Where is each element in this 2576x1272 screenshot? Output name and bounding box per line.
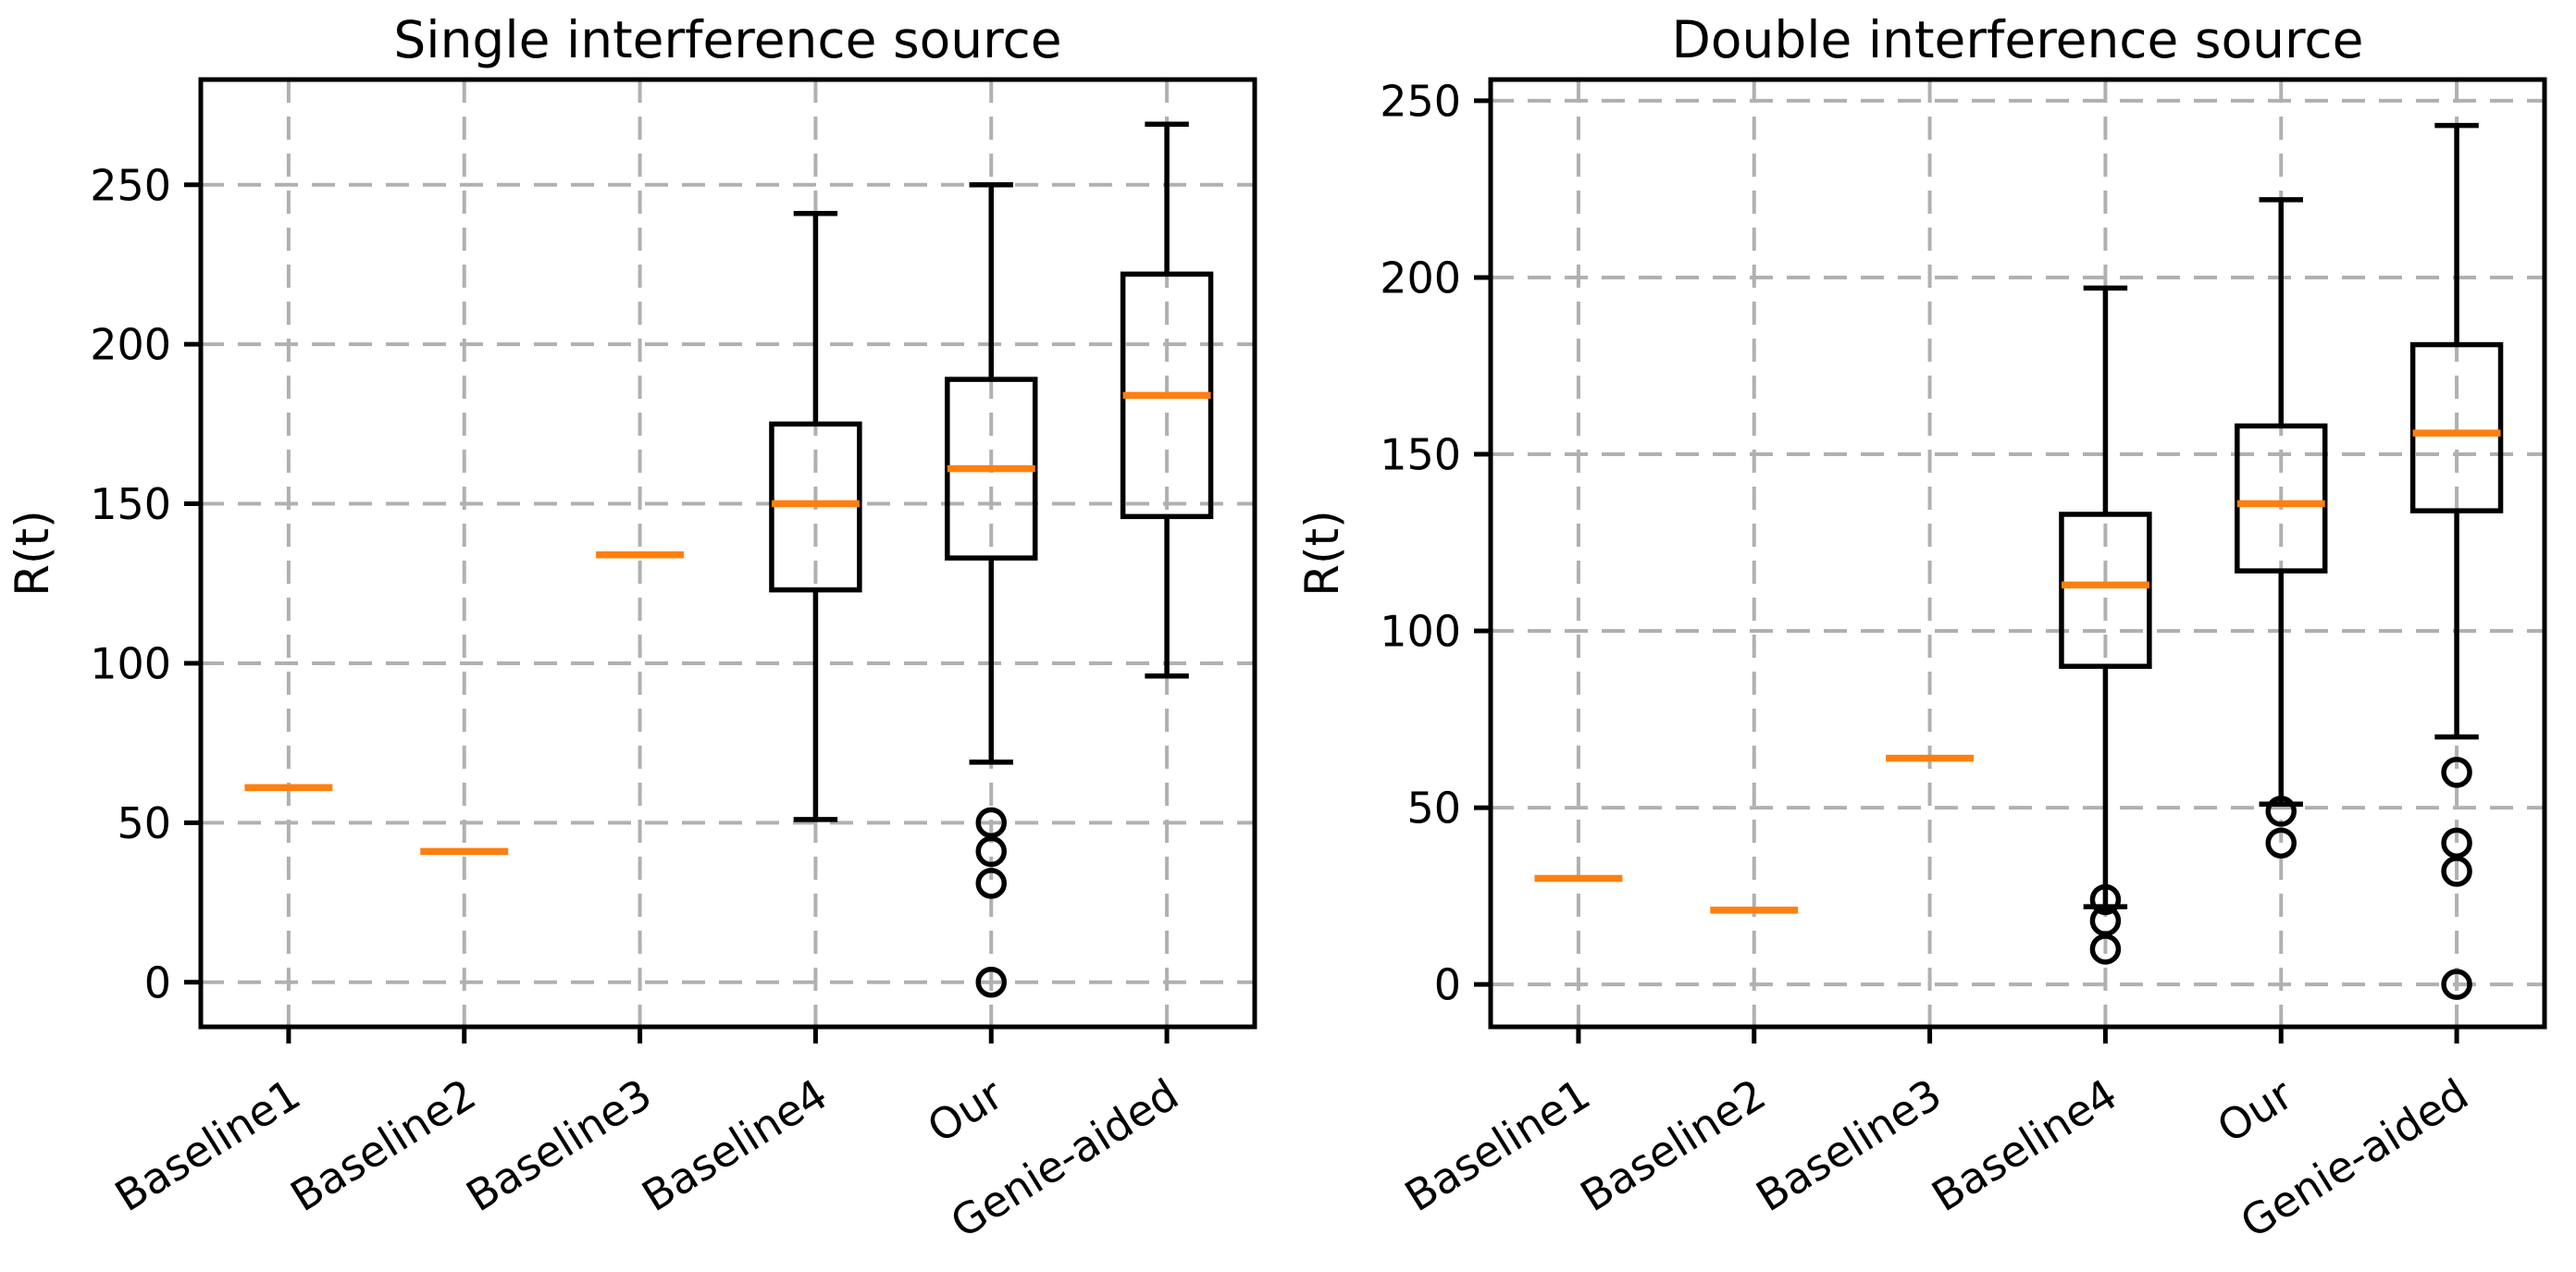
panel-title: Single interference source [393,10,1061,69]
outlier-point [975,868,1007,899]
iqr-box [2409,341,2504,513]
y-axis-label: R(t) [6,510,59,596]
outlier-point [975,807,1007,839]
y-tick-label: 100 [90,639,171,689]
iqr-box [2235,423,2328,574]
boxplot-baseline4 [769,211,862,822]
outlier-point [2441,856,2472,887]
iqr-box [2059,512,2152,670]
x-tick-label: Baseline1 [106,1069,309,1222]
panel-double-interference: 050100150200250Baseline1Baseline2Baselin… [1295,10,2547,1248]
outlier-point [2089,883,2122,916]
y-tick-label: 100 [1380,607,1461,657]
y-tick-label: 250 [1380,76,1461,126]
y-tick-label: 50 [1406,784,1461,834]
y-axis: 0 50 100 150 200 250 [90,160,201,1007]
x-tick-label: Baseline3 [458,1069,661,1222]
x-tick-label: Our [919,1068,1011,1152]
panel-single-interference: 050100150200250Baseline1Baseline2Baselin… [6,10,1257,1248]
y-tick-label: 150 [1380,430,1461,480]
boxplot-genie-aided [2409,122,2504,1000]
boxplot-our [2235,197,2328,859]
y-tick-label: 200 [1380,253,1461,303]
y-tick-label: 0 [1434,960,1461,1010]
outlier-point [975,835,1007,868]
gridlines [1491,80,2545,1027]
outlier-point [2441,969,2472,1000]
boxplot-baseline4 [2059,285,2152,965]
axes-frame [198,77,1257,1030]
y-tick-label: 50 [117,798,171,848]
y-tick-label: 0 [144,957,171,1007]
outlier-point [2441,757,2472,788]
x-tick-label: Baseline3 [1748,1069,1951,1222]
x-tick-label: Baseline2 [282,1069,485,1222]
y-tick-label: 150 [90,479,171,529]
boxes-group [244,121,1214,998]
outlier-point [975,966,1007,998]
y-tick-label: 250 [90,160,171,210]
gridlines [201,80,1255,1027]
outlier-point [2089,933,2122,965]
y-axis: 0 50 100 150 200 250 [1380,76,1491,1010]
outlier-point [2265,827,2297,859]
x-tick-label: Baseline4 [633,1069,836,1222]
boxes-group [1534,122,2504,1000]
boxplot-genie-aided [1120,121,1214,679]
x-tick-label: Baseline4 [1923,1069,2125,1222]
axes-frame [1488,77,2547,1030]
x-tick-label: Baseline2 [1572,1069,1775,1222]
x-tick-label: Our [2209,1068,2301,1152]
y-axis-label: R(t) [1295,510,1349,596]
panel-title: Double interference source [1671,10,2363,69]
boxplot-our [945,182,1038,998]
y-tick-label: 200 [90,320,171,370]
outlier-point [2265,796,2297,827]
x-tick-label: Baseline1 [1396,1069,1599,1222]
